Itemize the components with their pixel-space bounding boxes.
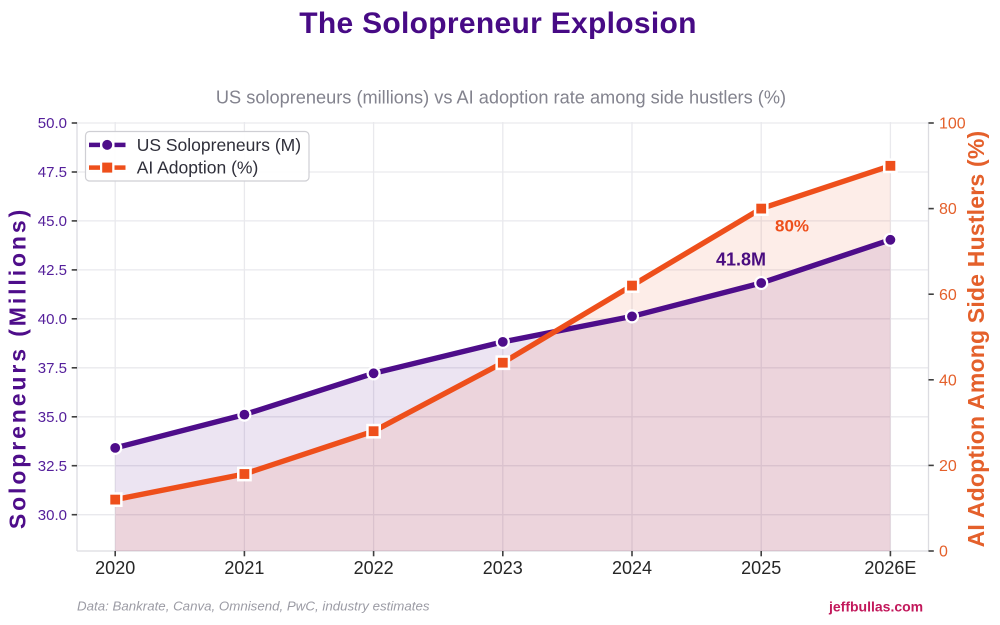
svg-text:35.0: 35.0 xyxy=(38,409,67,426)
svg-text:50.0: 50.0 xyxy=(38,115,67,132)
svg-text:0: 0 xyxy=(939,544,948,561)
svg-text:42.5: 42.5 xyxy=(38,262,67,279)
svg-text:30.0: 30.0 xyxy=(38,507,67,524)
svg-text:80%: 80% xyxy=(775,217,809,236)
svg-text:US solopreneurs (millions) vs: US solopreneurs (millions) vs AI adoptio… xyxy=(216,88,786,108)
svg-text:2021: 2021 xyxy=(224,558,264,578)
svg-text:Data: Bankrate, Canva, Omnisen: Data: Bankrate, Canva, Omnisend, PwC, in… xyxy=(77,599,430,614)
svg-text:2022: 2022 xyxy=(354,558,394,578)
svg-text:100: 100 xyxy=(939,116,966,133)
svg-text:47.5: 47.5 xyxy=(38,164,67,181)
svg-text:32.5: 32.5 xyxy=(38,458,67,475)
svg-text:2025: 2025 xyxy=(741,558,781,578)
svg-text:AI Adoption (%): AI Adoption (%) xyxy=(137,158,259,178)
svg-text:40: 40 xyxy=(939,372,957,389)
svg-text:80: 80 xyxy=(939,201,957,218)
svg-text:60: 60 xyxy=(939,287,957,304)
svg-text:2024: 2024 xyxy=(612,558,652,578)
svg-text:US Solopreneurs (M): US Solopreneurs (M) xyxy=(137,135,301,155)
svg-text:Solopreneurs (Millions): Solopreneurs (Millions) xyxy=(5,207,31,529)
svg-text:40.0: 40.0 xyxy=(38,311,67,328)
svg-text:20: 20 xyxy=(939,458,957,475)
svg-text:jeffbullas.com: jeffbullas.com xyxy=(828,599,923,615)
svg-text:The Solopreneur Explosion: The Solopreneur Explosion xyxy=(299,7,697,40)
svg-text:2023: 2023 xyxy=(483,558,523,578)
svg-text:45.0: 45.0 xyxy=(38,213,67,230)
svg-text:37.5: 37.5 xyxy=(38,360,67,377)
svg-text:2026E: 2026E xyxy=(864,558,916,578)
svg-text:2020: 2020 xyxy=(95,558,135,578)
svg-text:41.8M: 41.8M xyxy=(716,250,766,270)
svg-text:AI Adoption Among Side Hustler: AI Adoption Among Side Hustlers (%) xyxy=(963,131,989,548)
